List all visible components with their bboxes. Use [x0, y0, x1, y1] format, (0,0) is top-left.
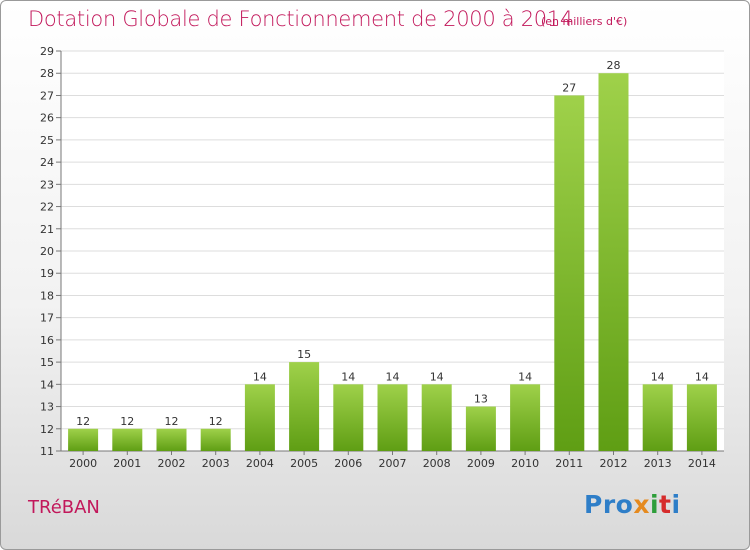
bar: [421, 384, 452, 451]
bar: [377, 384, 408, 451]
x-tick-label: 2006: [334, 457, 362, 470]
y-tick-label: 20: [40, 245, 54, 258]
y-tick-label: 26: [40, 112, 54, 125]
data-label: 28: [607, 59, 621, 72]
chart-unit: (en milliers d'€): [541, 15, 628, 28]
x-tick-label: 2013: [644, 457, 672, 470]
y-tick-label: 18: [40, 289, 54, 302]
logo-part: t: [659, 490, 672, 519]
commune-name: TRéBAN: [28, 497, 100, 518]
data-label: 15: [297, 348, 311, 361]
bar: [554, 95, 585, 451]
data-label: 12: [165, 415, 179, 428]
bar: [598, 73, 629, 451]
logo-part: Pro: [584, 490, 634, 519]
data-label: 14: [430, 370, 444, 383]
bar: [289, 362, 320, 451]
y-tick-label: 14: [40, 378, 54, 391]
y-tick-label: 11: [40, 445, 54, 458]
y-tick-label: 24: [40, 156, 54, 169]
x-tick-label: 2005: [290, 457, 318, 470]
data-label: 12: [120, 415, 134, 428]
y-tick-label: 19: [40, 267, 54, 280]
bar: [156, 428, 187, 451]
data-label: 14: [695, 370, 709, 383]
chart-title: Dotation Globale de Fonctionnement de 20…: [28, 7, 573, 31]
data-label: 12: [76, 415, 90, 428]
x-tick-label: 2008: [423, 457, 451, 470]
data-label: 14: [518, 370, 532, 383]
y-tick-label: 23: [40, 178, 54, 191]
logo-part: i: [649, 490, 660, 519]
y-tick-label: 12: [40, 423, 54, 436]
proxiti-logo: Proxiti: [584, 490, 681, 519]
x-tick-label: 2010: [511, 457, 539, 470]
x-tick-label: 2012: [600, 457, 628, 470]
x-tick-label: 2004: [246, 457, 274, 470]
bar: [68, 428, 99, 451]
y-tick-label: 22: [40, 201, 54, 214]
data-label: 12: [209, 415, 223, 428]
data-label: 14: [253, 370, 267, 383]
logo-part: x: [633, 490, 650, 519]
x-tick-label: 2000: [69, 457, 97, 470]
data-label: 14: [341, 370, 355, 383]
x-tick-label: 2011: [555, 457, 583, 470]
data-label: 13: [474, 393, 488, 406]
x-tick-label: 2007: [379, 457, 407, 470]
data-label: 14: [386, 370, 400, 383]
y-tick-label: 27: [40, 89, 54, 102]
data-label: 14: [651, 370, 665, 383]
bar: [686, 384, 717, 451]
y-tick-label: 28: [40, 67, 54, 80]
x-tick-label: 2002: [158, 457, 186, 470]
y-tick-label: 25: [40, 134, 54, 147]
bar: [333, 384, 364, 451]
x-tick-label: 2009: [467, 457, 495, 470]
data-label: 27: [562, 81, 576, 94]
y-tick-label: 21: [40, 223, 54, 236]
bar: [200, 428, 231, 451]
logo-part: i: [671, 490, 681, 519]
y-tick-label: 17: [40, 312, 54, 325]
x-tick-label: 2003: [202, 457, 230, 470]
x-tick-label: 2014: [688, 457, 716, 470]
x-tick-label: 2001: [113, 457, 141, 470]
bar: [112, 428, 143, 451]
y-tick-label: 16: [40, 334, 54, 347]
y-tick-label: 15: [40, 356, 54, 369]
bar: [465, 406, 496, 451]
bar: [244, 384, 275, 451]
y-tick-label: 29: [40, 45, 54, 58]
y-tick-label: 13: [40, 401, 54, 414]
bar: [642, 384, 673, 451]
bar: [510, 384, 541, 451]
